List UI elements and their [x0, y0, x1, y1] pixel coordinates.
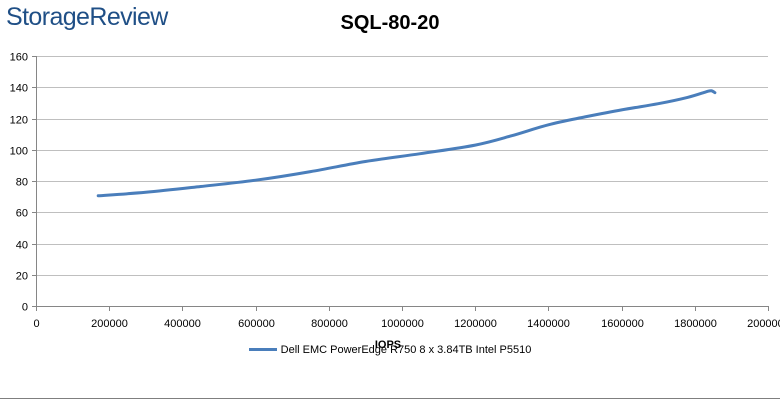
brand-logo: StorageReview [6, 3, 168, 31]
x-tick-label: 1400000 [527, 318, 570, 330]
y-tick-label: 20 [16, 271, 28, 283]
series-layer [96, 89, 717, 198]
x-axis-title: IOPS [375, 339, 401, 351]
y-tick-label: 40 [16, 240, 28, 252]
y-tick-label: 100 [10, 146, 28, 158]
x-tick-label: 1800000 [674, 318, 717, 330]
y-tick-labels: 0 20 40 60 80 100 120 140 160 [10, 52, 28, 314]
y-tick-label: 140 [10, 83, 28, 95]
x-tick-label: 1600000 [601, 318, 644, 330]
axes [32, 56, 769, 311]
y-tick-label: 120 [10, 115, 28, 127]
x-tick-label: 1200000 [454, 318, 497, 330]
x-tick-label: 400000 [164, 318, 201, 330]
y-tick-label: 160 [10, 52, 28, 64]
chart-title: SQL-80-20 [340, 12, 440, 34]
legend-swatch [248, 347, 277, 351]
series-line [96, 89, 717, 198]
legend-label: Dell EMC PowerEdge R750 8 x 3.84TB Intel… [280, 344, 532, 356]
x-tick-label: 600000 [238, 318, 275, 330]
x-tick-label: 200000 [91, 318, 128, 330]
x-tick-label: 0 [33, 318, 39, 330]
y-tick-label: 60 [16, 208, 28, 220]
x-tick-label: 1000000 [381, 318, 424, 330]
bottom-rule [0, 398, 780, 399]
x-tick-label: 800000 [311, 318, 348, 330]
y-tick-label: 0 [22, 302, 28, 314]
x-tick-label: 2000000 [747, 318, 780, 330]
gridlines [36, 56, 768, 276]
legend: Dell EMC PowerEdge R750 8 x 3.84TB Intel… [0, 344, 780, 356]
x-tick-labels: 0 200000 400000 600000 800000 1000000 1200000 1… [33, 318, 780, 330]
y-tick-label: 80 [16, 177, 28, 189]
